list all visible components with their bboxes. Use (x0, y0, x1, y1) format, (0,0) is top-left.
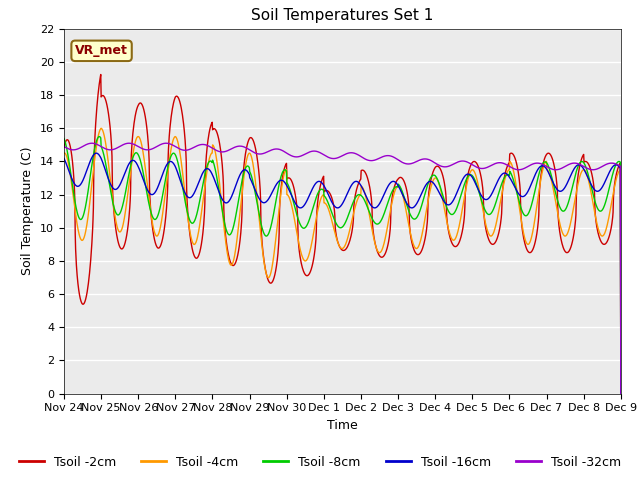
Tsoil -2cm (97, 72, 104, 77)
Tsoil -2cm (429, 169, 437, 175)
Tsoil -16cm (60, 156, 68, 161)
Tsoil -2cm (246, 135, 254, 141)
Line: Tsoil -16cm: Tsoil -16cm (64, 153, 621, 394)
Legend: Tsoil -2cm, Tsoil -4cm, Tsoil -8cm, Tsoil -16cm, Tsoil -32cm: Tsoil -2cm, Tsoil -4cm, Tsoil -8cm, Tsoi… (14, 451, 626, 474)
Tsoil -8cm (60, 136, 68, 142)
Tsoil -8cm (502, 173, 509, 179)
Tsoil -8cm (95, 134, 103, 140)
Tsoil -8cm (551, 188, 559, 193)
Tsoil -2cm (184, 216, 192, 221)
Text: VR_met: VR_met (75, 44, 128, 57)
Line: Tsoil -2cm: Tsoil -2cm (64, 74, 621, 394)
Line: Tsoil -4cm: Tsoil -4cm (64, 128, 621, 394)
Line: Tsoil -32cm: Tsoil -32cm (64, 143, 621, 394)
Tsoil -16cm (617, 391, 625, 396)
Tsoil -16cm (92, 150, 100, 156)
Tsoil -8cm (184, 213, 192, 218)
Tsoil -2cm (551, 167, 559, 173)
Tsoil -4cm (171, 134, 179, 140)
Tsoil -4cm (617, 391, 625, 396)
Tsoil -2cm (502, 168, 509, 173)
Tsoil -4cm (551, 195, 559, 201)
Tsoil -8cm (246, 170, 254, 176)
Tsoil -8cm (171, 151, 179, 156)
Tsoil -8cm (429, 172, 437, 178)
Tsoil -32cm (551, 167, 559, 173)
Tsoil -16cm (184, 194, 192, 200)
X-axis label: Time: Time (327, 419, 358, 432)
Line: Tsoil -8cm: Tsoil -8cm (64, 137, 621, 394)
Tsoil -32cm (171, 143, 179, 149)
Tsoil -16cm (171, 162, 179, 168)
Tsoil -4cm (429, 178, 437, 183)
Tsoil -2cm (171, 96, 179, 102)
Tsoil -8cm (617, 391, 625, 396)
Tsoil -16cm (429, 180, 437, 186)
Tsoil -2cm (617, 391, 625, 396)
Title: Soil Temperatures Set 1: Soil Temperatures Set 1 (252, 9, 433, 24)
Tsoil -16cm (551, 183, 559, 189)
Y-axis label: Soil Temperature (C): Soil Temperature (C) (22, 147, 35, 276)
Tsoil -32cm (617, 391, 625, 396)
Tsoil -4cm (246, 151, 254, 157)
Tsoil -2cm (60, 144, 68, 150)
Tsoil -16cm (246, 176, 254, 182)
Tsoil -4cm (502, 173, 509, 179)
Tsoil -4cm (60, 150, 68, 156)
Tsoil -4cm (97, 125, 105, 131)
Tsoil -32cm (429, 159, 437, 165)
Tsoil -32cm (88, 140, 96, 146)
Tsoil -4cm (184, 217, 192, 223)
Tsoil -32cm (184, 147, 192, 153)
Tsoil -32cm (246, 147, 254, 153)
Tsoil -32cm (60, 144, 68, 149)
Tsoil -32cm (502, 161, 509, 167)
Tsoil -16cm (502, 170, 509, 176)
